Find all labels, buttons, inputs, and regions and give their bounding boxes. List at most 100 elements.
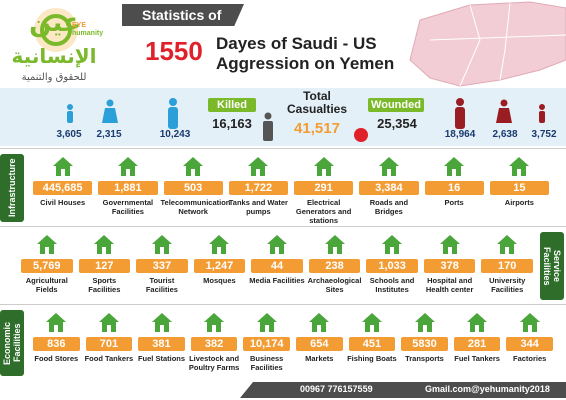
item-icon: [117, 157, 138, 176]
item-label: Tourist Facilities: [145, 276, 178, 294]
item-icon: [519, 313, 540, 332]
wounded-breakdown: 2,638: [492, 129, 518, 140]
item-icon: [497, 235, 518, 254]
item-label: Schools and Institutes: [369, 276, 415, 294]
total-label: Total Casualties: [286, 89, 348, 116]
item-value: 654: [296, 337, 343, 351]
logo-arabic-subtitle: الإنسانية: [11, 44, 97, 68]
item-icon: [36, 235, 57, 254]
item-value: 44: [251, 259, 303, 273]
item-label: Sports Facilities: [88, 276, 121, 294]
item-value: 1,247: [193, 259, 246, 273]
killed-breakdown: 10,243: [159, 129, 191, 140]
casualties-band: [0, 88, 566, 146]
footer-bar: [240, 382, 566, 398]
banner-text: Statistics of: [142, 7, 222, 23]
item-icon: [467, 313, 488, 332]
item-label: Tanks and Water pumps: [228, 198, 288, 216]
item-value: 382: [190, 337, 238, 351]
item-icon: [98, 313, 119, 332]
total-value: 41,517: [294, 120, 340, 137]
item-label: Archaeological Sites: [307, 276, 362, 294]
map: [409, 1, 566, 87]
item-icon: [46, 313, 67, 332]
item-icon: [439, 235, 460, 254]
wounded-figures: [455, 98, 545, 129]
item-label: University Facilities: [489, 276, 526, 294]
wounded-breakdown: 3,752: [531, 129, 557, 140]
section-divider: [0, 226, 566, 227]
item-value: 381: [138, 337, 185, 351]
item-value: 5,769: [21, 259, 73, 273]
item-value: 337: [136, 259, 188, 273]
item-icon: [382, 235, 403, 254]
section-title: Infrastructure: [0, 154, 24, 222]
item-value: 445,685: [33, 181, 93, 195]
item-label: Fuel Stations: [137, 354, 186, 363]
item-value: 503: [163, 181, 223, 195]
item-icon: [509, 157, 530, 176]
logo: [34, 8, 78, 52]
wounded-total: 25,354: [377, 116, 417, 131]
item-label: Food Stores: [34, 354, 79, 363]
item-label: Livestock and Poultry Farms: [188, 354, 240, 372]
item-value: 5830: [401, 337, 448, 351]
logo-humanity: humanity: [72, 30, 104, 37]
item-label: Civil Houses: [40, 198, 86, 207]
logo-eye: EYE: [72, 22, 87, 29]
item-label: Electrical Generators and stations: [295, 198, 352, 225]
item-value: 1,722: [228, 181, 288, 195]
item-icon: [209, 235, 230, 254]
item-value: 378: [423, 259, 476, 273]
item-icon: [52, 157, 73, 176]
item-icon: [267, 235, 287, 254]
item-label: Agricultural Fields: [25, 276, 68, 294]
item-icon: [324, 235, 345, 254]
killed-breakdown: 3,605: [56, 129, 82, 140]
item-icon: [378, 157, 399, 176]
logo-arabic: عين: [29, 8, 81, 38]
item-label: Roads and Bridges: [369, 198, 409, 216]
item-label: Fuel Tankers: [454, 354, 500, 363]
killed-label: Killed: [208, 98, 256, 112]
item-icon: [94, 235, 115, 254]
logo-tagline: للحقوق والتنمية: [21, 72, 87, 83]
item-label: Business Facilities: [250, 354, 284, 372]
title-line: Aggression on Yemen: [216, 54, 395, 73]
banner: [122, 4, 244, 26]
item-label: Media Facilities: [249, 276, 305, 285]
section-divider: [0, 148, 566, 149]
item-label: Governmental Facilities: [102, 198, 154, 216]
person-icon: [263, 112, 273, 141]
killed-breakdown: 2,315: [96, 129, 122, 140]
item-label: Ports: [444, 198, 464, 207]
item-icon: [444, 157, 465, 176]
section-divider: [0, 304, 566, 305]
item-icon: [183, 157, 204, 176]
item-value: 344: [506, 337, 553, 351]
item-value: 15: [489, 181, 549, 195]
item-label: Factories: [513, 354, 547, 363]
section-title: Service Facilities: [540, 232, 564, 300]
item-icon: [414, 313, 435, 332]
item-icon: [256, 313, 277, 332]
item-label: Airports: [504, 198, 534, 207]
item-label: Fishing Boats: [347, 354, 397, 363]
item-value: 10,174: [243, 337, 290, 351]
item-icon: [309, 313, 330, 332]
item-icon: [204, 313, 225, 332]
item-value: 451: [348, 337, 396, 351]
item-value: 170: [481, 259, 533, 273]
item-label: Hospital and Health center: [425, 276, 474, 294]
item-value: 701: [85, 337, 133, 351]
item-label: Markets: [305, 354, 334, 363]
item-label: Telecommunication Network: [160, 198, 231, 216]
section-title: Economic Facilities: [0, 310, 24, 376]
item-icon: [313, 157, 334, 176]
item-value: 291: [294, 181, 354, 195]
killed-total: 16,163: [212, 116, 252, 131]
item-value: 1,033: [366, 259, 418, 273]
item-icon: [151, 313, 172, 332]
